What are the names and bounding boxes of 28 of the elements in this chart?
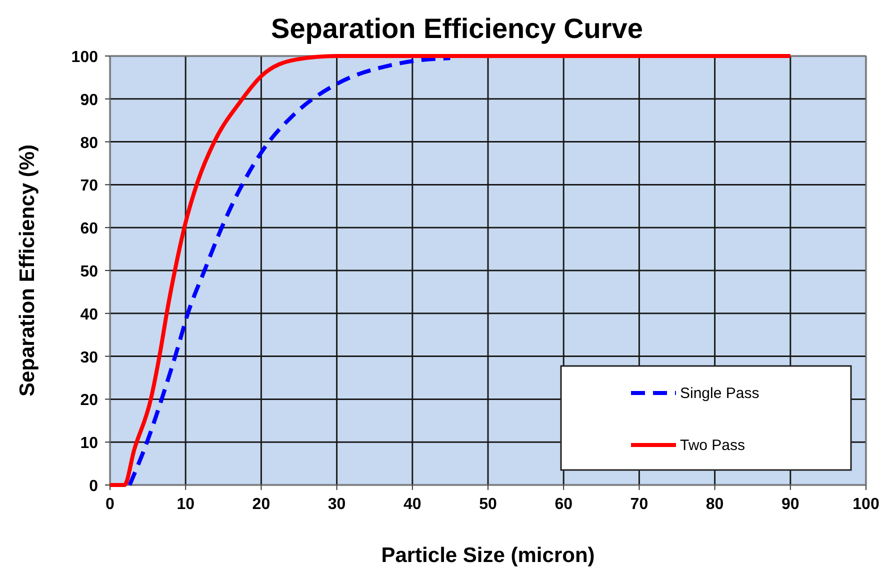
- x-tick-label: 0: [106, 496, 115, 513]
- y-axis-title: Separation Efficiency (%): [16, 144, 39, 397]
- y-tick-label: 10: [80, 435, 98, 452]
- x-tick-label: 50: [479, 496, 497, 513]
- y-tick-label: 80: [80, 134, 98, 152]
- y-tick-label: 70: [80, 178, 98, 195]
- y-tick-label: 60: [80, 220, 98, 238]
- chart-title: Separation Efficiency Curve: [271, 13, 643, 44]
- x-tick-label: 30: [328, 496, 346, 513]
- x-tick-label: 70: [630, 496, 648, 513]
- x-tick-label: 20: [252, 496, 270, 513]
- x-tick-label: 10: [176, 496, 195, 513]
- x-tick-label: 90: [782, 496, 800, 513]
- x-tick-label: 60: [554, 496, 573, 513]
- x-axis-title: Particle Size (micron): [381, 544, 595, 567]
- y-tick-label: 40: [80, 306, 98, 324]
- y-tick-label: 100: [71, 49, 98, 66]
- legend-label: Two Pass: [680, 437, 746, 454]
- y-tick-label: 20: [80, 392, 98, 410]
- x-tick-label: 100: [852, 496, 880, 513]
- x-tick-label: 80: [706, 496, 724, 513]
- x-tick-label: 40: [404, 496, 422, 513]
- y-tick-label: 90: [80, 92, 98, 109]
- y-tick-label: 0: [89, 478, 98, 495]
- y-tick-label: 30: [80, 349, 98, 366]
- y-tick-label: 50: [80, 264, 98, 280]
- legend-label: Single Pass: [680, 385, 760, 402]
- line-series: [128, 56, 452, 487]
